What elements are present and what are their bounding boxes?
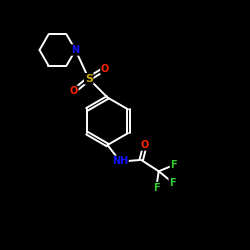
Text: N: N (72, 45, 80, 55)
Text: NH: NH (112, 156, 128, 166)
Text: F: F (153, 182, 160, 192)
Text: S: S (85, 74, 93, 84)
Text: O: O (70, 86, 78, 96)
Text: O: O (101, 64, 109, 74)
Text: O: O (141, 140, 149, 150)
Text: F: F (169, 178, 176, 188)
Text: F: F (170, 160, 177, 170)
